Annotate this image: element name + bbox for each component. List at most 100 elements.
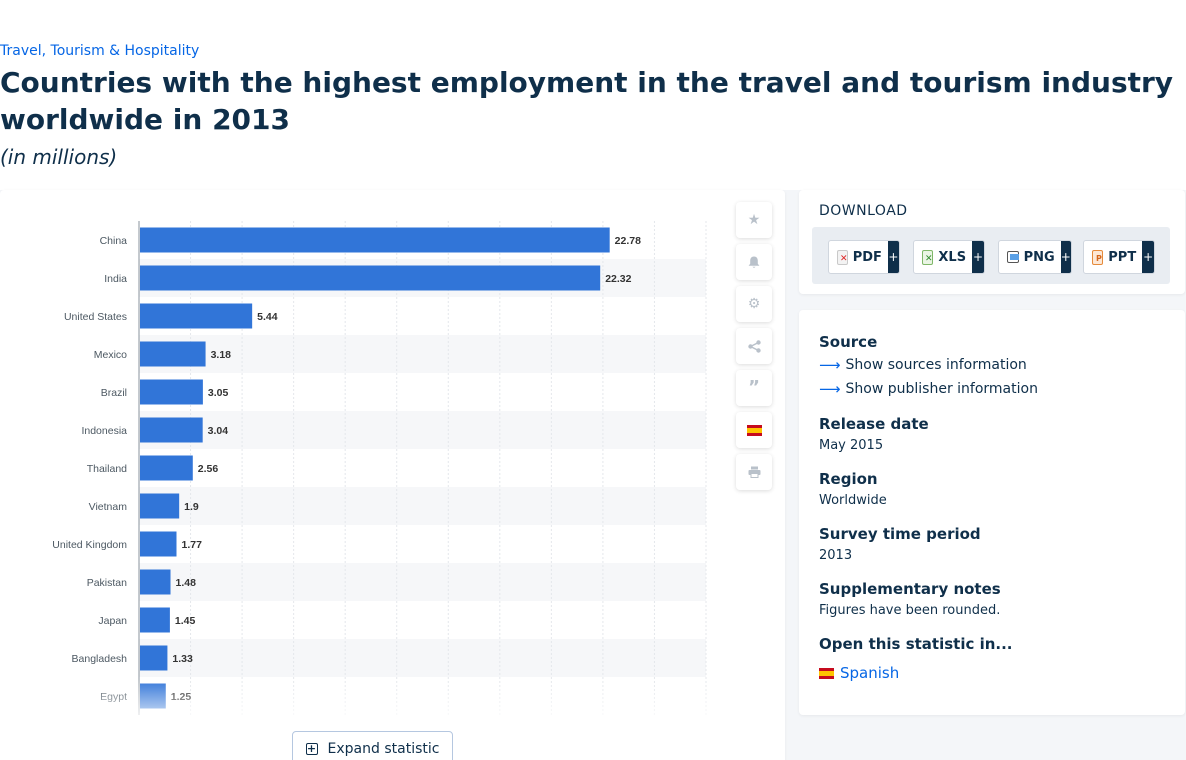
row-stripe bbox=[139, 411, 706, 449]
pdf-file-icon: ✕ bbox=[837, 249, 848, 265]
category-label: Indonesia bbox=[81, 425, 127, 437]
spain-flag-icon bbox=[819, 667, 834, 679]
value-label: 22.78 bbox=[615, 235, 641, 247]
category-label: Bangladesh bbox=[72, 653, 128, 665]
expand-icon: + bbox=[305, 742, 318, 755]
bar bbox=[140, 265, 601, 291]
category-label: Brazil bbox=[101, 387, 127, 399]
bar bbox=[140, 531, 177, 557]
value-label: 3.05 bbox=[208, 387, 229, 399]
survey-period-value: 2013 bbox=[819, 548, 853, 563]
download-png-label: PNG bbox=[1023, 249, 1055, 265]
category-label: Japan bbox=[98, 615, 127, 627]
open-in-spanish-label: Spanish bbox=[840, 664, 900, 682]
value-label: 1.48 bbox=[176, 577, 197, 589]
region-value: Worldwide bbox=[819, 493, 887, 508]
gear-icon: ⚙ bbox=[747, 296, 761, 312]
download-pdf-button[interactable]: ✕ PDF + bbox=[828, 240, 900, 274]
category-label: Mexico bbox=[94, 349, 127, 361]
bar-chart: China 22.78 India 22.32 United States 5.44 Mex… bbox=[0, 221, 720, 729]
category-label: United States bbox=[64, 311, 127, 323]
category-label: Thailand bbox=[87, 463, 127, 475]
row-stripe bbox=[139, 335, 706, 373]
value-label: 22.32 bbox=[605, 273, 631, 285]
pdf-plus-badge: + bbox=[887, 241, 899, 273]
value-label: 2.56 bbox=[198, 463, 219, 475]
bar bbox=[140, 455, 193, 481]
category-label: China bbox=[100, 235, 128, 247]
xls-plus-badge: + bbox=[972, 241, 984, 273]
region-heading: Region bbox=[819, 470, 878, 488]
value-label: 3.18 bbox=[211, 349, 232, 361]
bar bbox=[140, 341, 206, 367]
png-plus-badge: + bbox=[1060, 241, 1071, 273]
download-ppt-label: PPT bbox=[1108, 249, 1137, 265]
bell-icon bbox=[748, 256, 760, 268]
arrow-right-icon: ⟶ bbox=[819, 380, 841, 398]
value-label: 5.44 bbox=[257, 311, 278, 323]
ppt-file-icon: P bbox=[1092, 249, 1104, 265]
download-pdf-label: PDF bbox=[852, 249, 882, 265]
expand-statistic-button[interactable]: + Expand statistic bbox=[292, 731, 453, 760]
cite-button[interactable]: ” bbox=[736, 370, 772, 406]
breadcrumb[interactable]: Travel, Tourism & Hospitality bbox=[0, 43, 200, 59]
statistic-info-panel: Source ⟶ Show sources information ⟶ Show… bbox=[799, 310, 1185, 715]
bar bbox=[140, 493, 180, 519]
release-date-heading: Release date bbox=[819, 415, 929, 433]
share-icon bbox=[747, 339, 761, 353]
show-sources-label: Show sources information bbox=[845, 357, 1027, 373]
header-area bbox=[0, 0, 1186, 190]
bar bbox=[140, 645, 168, 671]
fade-overlay bbox=[0, 679, 720, 729]
supplementary-notes-heading: Supplementary notes bbox=[819, 580, 1001, 598]
download-png-button[interactable]: PNG + bbox=[998, 240, 1072, 274]
show-publisher-label: Show publisher information bbox=[845, 381, 1038, 397]
source-heading: Source bbox=[819, 333, 878, 351]
category-label: India bbox=[104, 273, 127, 285]
download-buttons: ✕ PDF + ✕ XLS + PNG + P PPT + bbox=[812, 227, 1170, 284]
quote-icon: ” bbox=[748, 377, 760, 398]
category-label: United Kingdom bbox=[52, 539, 127, 551]
download-xls-label: XLS bbox=[938, 249, 967, 265]
arrow-right-icon: ⟶ bbox=[819, 356, 841, 374]
download-ppt-button[interactable]: P PPT + bbox=[1083, 240, 1155, 274]
settings-button[interactable]: ⚙ bbox=[736, 286, 772, 322]
row-stripe bbox=[139, 563, 706, 601]
supplementary-notes-value: Figures have been rounded. bbox=[819, 603, 1001, 618]
value-label: 1.77 bbox=[181, 539, 202, 551]
spain-flag-icon bbox=[746, 424, 762, 436]
png-image-icon bbox=[1007, 251, 1019, 263]
download-title: DOWNLOAD bbox=[819, 203, 908, 219]
show-sources-link[interactable]: ⟶ Show sources information bbox=[819, 356, 1027, 374]
bar bbox=[140, 379, 203, 405]
share-button[interactable] bbox=[736, 328, 772, 364]
value-label: 1.33 bbox=[172, 653, 193, 665]
download-panel: DOWNLOAD ✕ PDF + ✕ XLS + PNG + P PPT + bbox=[799, 190, 1185, 294]
spanish-version-button[interactable] bbox=[736, 412, 772, 448]
bar bbox=[140, 417, 203, 443]
release-date-value: May 2015 bbox=[819, 438, 884, 453]
show-publisher-link[interactable]: ⟶ Show publisher information bbox=[819, 380, 1038, 398]
category-label: Pakistan bbox=[87, 577, 127, 589]
chart-card: China 22.78 India 22.32 United States 5.44 Mex… bbox=[0, 190, 785, 760]
row-stripe bbox=[139, 487, 706, 525]
bar bbox=[140, 569, 171, 595]
open-statistic-heading: Open this statistic in... bbox=[819, 635, 1013, 653]
open-in-spanish-link[interactable]: Spanish bbox=[819, 664, 899, 682]
xls-file-icon: ✕ bbox=[922, 249, 934, 265]
category-label: Vietnam bbox=[89, 501, 128, 513]
star-icon: ★ bbox=[747, 212, 761, 228]
row-stripe bbox=[139, 639, 706, 677]
page-subtitle: (in millions) bbox=[0, 145, 118, 169]
bar bbox=[140, 303, 253, 329]
bar bbox=[140, 607, 170, 633]
download-xls-button[interactable]: ✕ XLS + bbox=[913, 240, 985, 274]
print-button[interactable] bbox=[736, 454, 772, 490]
notification-button[interactable] bbox=[736, 244, 772, 280]
bar bbox=[140, 227, 610, 253]
print-icon bbox=[748, 466, 760, 478]
page-title: Countries with the highest employment in… bbox=[0, 66, 1174, 136]
ppt-plus-badge: + bbox=[1142, 241, 1154, 273]
favorite-button[interactable]: ★ bbox=[736, 202, 772, 238]
value-label: 1.45 bbox=[175, 615, 196, 627]
